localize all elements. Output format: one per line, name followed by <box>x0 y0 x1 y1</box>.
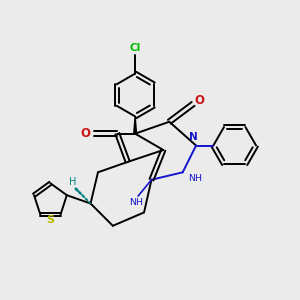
Text: NH: NH <box>130 198 144 207</box>
Text: N: N <box>189 132 198 142</box>
Text: H: H <box>69 177 77 187</box>
Text: O: O <box>80 127 91 140</box>
Text: Cl: Cl <box>130 43 141 53</box>
Text: O: O <box>195 94 205 107</box>
Text: S: S <box>46 215 54 225</box>
Polygon shape <box>134 116 136 133</box>
Text: NH: NH <box>188 174 202 183</box>
